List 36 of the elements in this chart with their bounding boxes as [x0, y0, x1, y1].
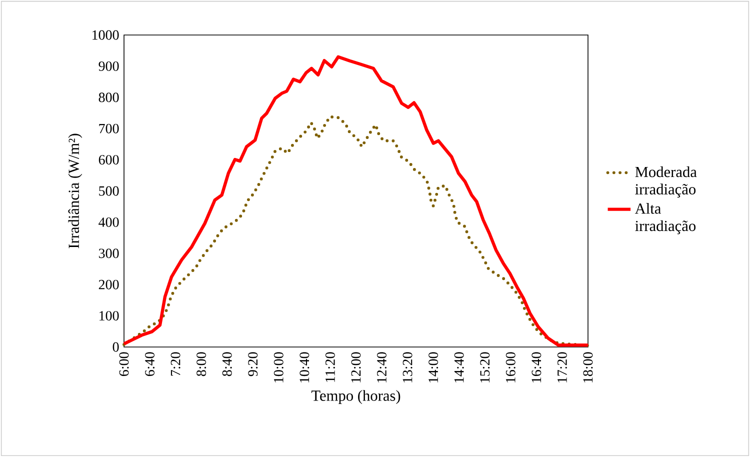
- legend-label: Moderada irradiação: [635, 166, 697, 198]
- x-tick-label: 14:00: [428, 352, 438, 382]
- y-tick-label: 300: [98, 248, 119, 258]
- x-tick-label: 6:00: [119, 352, 129, 376]
- y-tick-label: 600: [98, 155, 119, 165]
- x-tick-label: 14:40: [454, 352, 464, 382]
- x-tick-label: 12:00: [351, 352, 361, 382]
- y-tick-label: 800: [98, 92, 119, 102]
- x-tick-label: 9:20: [248, 352, 258, 376]
- y-tick-label: 700: [99, 124, 119, 134]
- x-tick-label: 13:20: [402, 352, 412, 382]
- x-tick-label: 12:40: [377, 352, 387, 382]
- y-tick-label: 100: [100, 311, 119, 321]
- x-tick-label: 16:00: [506, 352, 516, 382]
- x-tick-label: 17:20: [557, 352, 567, 382]
- y-tick-label: 0: [112, 342, 119, 352]
- y-tick-label: 500: [99, 186, 119, 196]
- x-tick-label: 7:20: [170, 352, 180, 376]
- x-tick-label: 18:00: [583, 352, 593, 382]
- legend-label: Alta irradiação: [634, 202, 696, 234]
- x-axis-title: Tempo (horas): [311, 390, 400, 404]
- x-tick-label: 15:20: [480, 352, 490, 382]
- y-axis-title: Irradiância (W/m²): [68, 134, 82, 248]
- x-tick-label: 8:00: [196, 352, 206, 376]
- x-tick-label: 16:40: [532, 352, 542, 382]
- y-tick-label: 400: [98, 217, 119, 227]
- x-tick-label: 10:00: [274, 352, 284, 382]
- line-series: [122, 55, 590, 348]
- x-tick-label: 10:40: [300, 352, 310, 382]
- y-tick-label: 900: [98, 61, 119, 71]
- line-series: [122, 115, 590, 347]
- y-tick-label: 200: [98, 280, 119, 290]
- y-tick-label: 1000: [92, 30, 119, 40]
- x-tick-label: 6:40: [145, 352, 155, 376]
- x-tick-label: 11:20: [325, 352, 335, 382]
- x-tick-label: 8:40: [222, 352, 232, 376]
